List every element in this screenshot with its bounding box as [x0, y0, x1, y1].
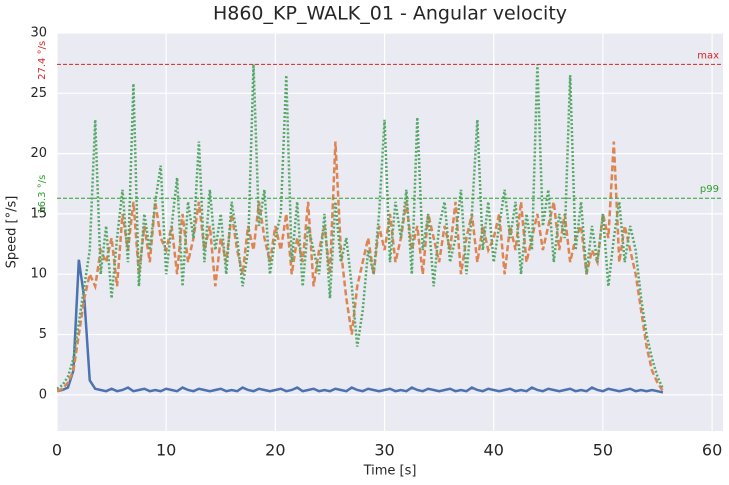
y-tick-label: 25	[30, 86, 47, 101]
y-tick-label: 30	[30, 26, 47, 41]
x-tick-label: 20	[265, 441, 285, 460]
x-tick-label: 30	[374, 441, 394, 460]
series-line	[57, 64, 665, 390]
x-tick-label: 40	[484, 441, 504, 460]
y-axis-label: Speed [°/s]	[5, 196, 20, 269]
y-tick-label: 10	[30, 267, 47, 282]
threshold-label: 16.3 °/s	[37, 175, 48, 214]
plot-background	[57, 33, 723, 431]
threshold-name: max	[697, 50, 719, 61]
series-line	[57, 141, 664, 393]
x-tick-label: 60	[702, 441, 722, 460]
threshold-label: 27.4 °/s	[37, 41, 48, 80]
y-tick-label: 15	[30, 206, 47, 221]
series-line	[57, 259, 664, 394]
threshold-name: p99	[700, 184, 719, 195]
x-tick-label: 0	[52, 441, 62, 460]
plot-lines	[57, 64, 665, 394]
x-tick-label: 50	[593, 441, 613, 460]
x-tick-label: 10	[156, 441, 176, 460]
chart-title: H860_KP_WALK_01 - Angular velocity	[213, 3, 567, 25]
x-axis-label: Time [s]	[363, 464, 417, 479]
y-tick-label: 0	[39, 387, 47, 402]
y-tick-label: 5	[39, 327, 47, 342]
y-tick-label: 20	[30, 146, 47, 161]
